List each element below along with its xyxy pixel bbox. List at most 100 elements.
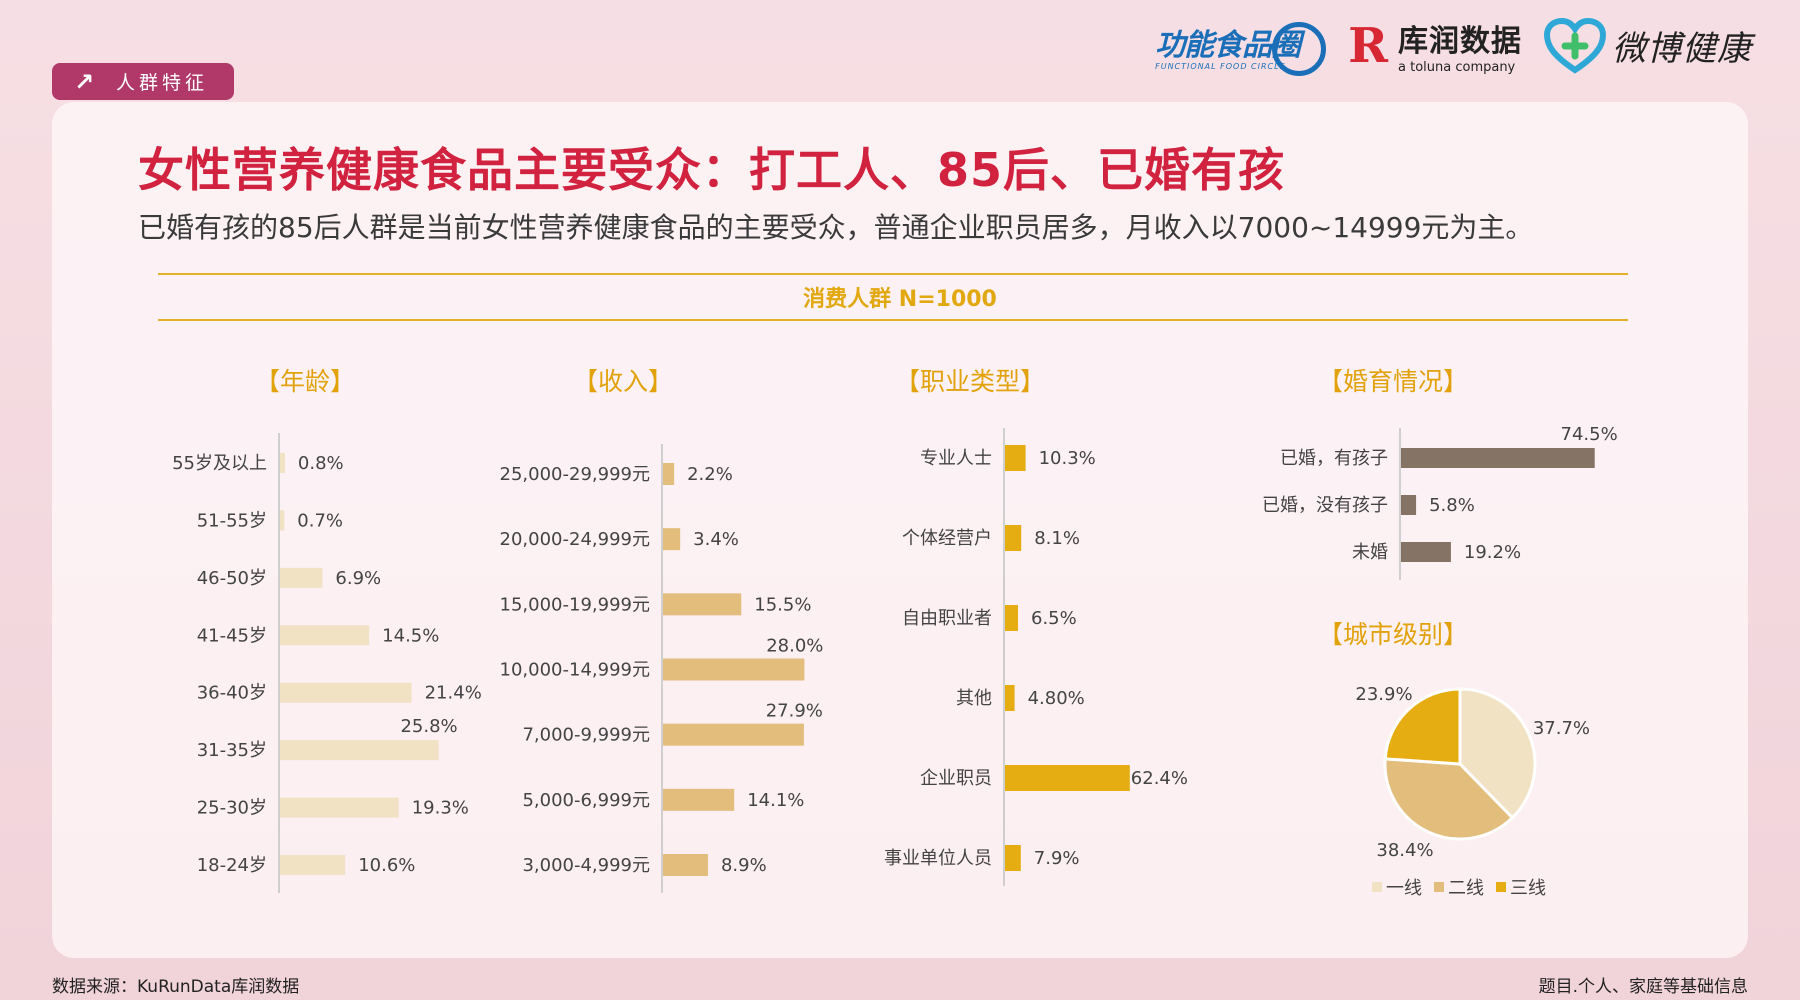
occupation-bar xyxy=(1005,605,1018,631)
divider-bottom xyxy=(158,319,1628,321)
occupation-bar xyxy=(1005,765,1130,791)
age-title: 【年龄】 xyxy=(254,367,356,396)
age-category-label: 51-55岁 xyxy=(197,510,267,531)
income-value-label: 2.2% xyxy=(687,464,733,485)
age-value-label: 21.4% xyxy=(425,683,482,704)
city-legend-swatch xyxy=(1496,882,1506,892)
income-category-label: 10,000-14,999元 xyxy=(500,660,650,681)
income-category-label: 15,000-19,999元 xyxy=(500,594,650,615)
income-bar xyxy=(663,788,735,811)
marriage-title: 【婚育情况】 xyxy=(1317,367,1469,396)
age-bar xyxy=(280,567,323,588)
occupation-category-label: 其他 xyxy=(956,688,992,709)
marriage-bar xyxy=(1401,448,1595,468)
city-pie-slice xyxy=(1383,757,1515,841)
occupation-value-label: 4.80% xyxy=(1028,688,1085,709)
occupation-category-label: 自由职业者 xyxy=(902,608,992,629)
functional-food-logo: 功能食品圈 FUNCTIONAL FOOD CIRCLE xyxy=(1155,20,1327,76)
occupation-value-label: 6.5% xyxy=(1031,608,1077,629)
marriage-category-label: 已婚，没有孩子 xyxy=(1262,495,1388,516)
income-value-label: 27.9% xyxy=(766,701,823,722)
question-note: 题目.个人、家庭等基础信息 xyxy=(1538,977,1748,997)
occupation-bar xyxy=(1005,445,1026,471)
weibo-health-logo: 微博健康 xyxy=(1544,17,1752,74)
age-category-label: 36-40岁 xyxy=(197,683,267,704)
occupation-title: 【职业类型】 xyxy=(894,367,1046,396)
income-bar xyxy=(663,723,804,746)
functional-food-logo-sub: FUNCTIONAL FOOD CIRCLE xyxy=(1155,62,1286,71)
age-value-label: 0.7% xyxy=(297,510,343,531)
age-bar xyxy=(280,740,439,761)
city-pie-slice xyxy=(1383,687,1462,766)
page-subtitle: 已婚有孩的85后人群是当前女性营养健康食品的主要受众，普通企业职员居多，月收入以… xyxy=(138,211,1534,244)
kurun-logo: R 库润数据 a toluna company xyxy=(1348,16,1522,76)
occupation-bar xyxy=(1005,685,1015,711)
city-slice-label: 38.4% xyxy=(1376,840,1433,861)
city-slice-label: 23.9% xyxy=(1355,684,1412,705)
kurun-logo-mark: R xyxy=(1348,17,1388,74)
income-bar xyxy=(663,593,742,616)
marriage-value-label: 19.2% xyxy=(1464,542,1521,563)
city-legend-label: 三线 xyxy=(1510,878,1546,899)
age-bar xyxy=(280,797,399,818)
age-bar xyxy=(280,855,346,875)
city-legend-label: 一线 xyxy=(1386,878,1422,899)
city-legend-label: 二线 xyxy=(1448,878,1484,899)
occupation-category-label: 个体经营户 xyxy=(902,528,992,549)
logo-bar: 功能食品圈 FUNCTIONAL FOOD CIRCLE R 库润数据 a to… xyxy=(1155,16,1752,76)
income-category-label: 20,000-24,999元 xyxy=(500,529,650,550)
logo-ring-icon xyxy=(1272,22,1327,76)
income-bar xyxy=(663,528,681,551)
weibo-health-logo-text: 微博健康 xyxy=(1612,29,1752,69)
income-bar xyxy=(663,463,675,485)
age-value-label: 0.8% xyxy=(298,453,344,474)
kurun-logo-text: 库润数据 xyxy=(1398,24,1522,59)
occupation-bar xyxy=(1005,525,1022,551)
city-legend-swatch xyxy=(1434,882,1444,892)
occupation-category-label: 事业单位人员 xyxy=(884,848,992,869)
city-legend-swatch xyxy=(1372,882,1382,892)
income-title: 【收入】 xyxy=(572,367,674,396)
marriage-category-label: 已婚，有孩子 xyxy=(1280,448,1388,469)
occupation-category-label: 专业人士 xyxy=(920,448,992,469)
age-value-label: 19.3% xyxy=(412,798,469,819)
arrow-up-right-icon: ↗ xyxy=(74,67,95,96)
occupation-bar xyxy=(1005,845,1021,871)
age-category-label: 18-24岁 xyxy=(197,855,267,876)
age-category-label: 31-35岁 xyxy=(197,740,267,761)
income-bar xyxy=(663,854,708,876)
city-slice-label: 37.7% xyxy=(1533,718,1590,739)
income-value-label: 15.5% xyxy=(754,594,811,615)
city-title: 【城市级别】 xyxy=(1317,620,1469,649)
age-value-label: 6.9% xyxy=(335,568,381,589)
age-value-label: 14.5% xyxy=(382,625,439,646)
income-category-label: 5,000-6,999元 xyxy=(522,790,650,811)
heart-plus-icon xyxy=(1544,17,1606,74)
marriage-bar xyxy=(1401,495,1417,515)
occupation-value-label: 62.4% xyxy=(1131,768,1188,789)
age-bar xyxy=(280,625,370,646)
city-pie-slice xyxy=(1458,687,1537,820)
marriage-category-label: 未婚 xyxy=(1352,542,1388,563)
income-category-label: 25,000-29,999元 xyxy=(500,464,650,485)
age-category-label: 46-50岁 xyxy=(197,568,267,589)
income-category-label: 7,000-9,999元 xyxy=(522,725,650,746)
section-tag: ↗ 人群特征 xyxy=(52,63,234,100)
occupation-category-label: 企业职员 xyxy=(920,768,992,789)
kurun-logo-sub: a toluna company xyxy=(1398,60,1516,75)
consumer-label: 消费人群 N=1000 xyxy=(803,287,997,312)
occupation-value-label: 10.3% xyxy=(1039,448,1096,469)
income-value-label: 28.0% xyxy=(766,636,823,657)
data-source: 数据来源：KuRunData库润数据 xyxy=(52,977,300,997)
age-bar xyxy=(280,510,285,531)
income-category-label: 3,000-4,999元 xyxy=(522,855,650,876)
age-bar xyxy=(280,453,285,473)
marriage-bar xyxy=(1401,542,1451,562)
age-value-label: 10.6% xyxy=(358,855,415,876)
page-title: 女性营养健康食品主要受众：打工人、85后、已婚有孩 xyxy=(138,143,1286,197)
age-category-label: 55岁及以上 xyxy=(172,453,267,474)
income-value-label: 14.1% xyxy=(747,790,804,811)
occupation-value-label: 8.1% xyxy=(1034,528,1080,549)
age-category-label: 25-30岁 xyxy=(197,798,267,819)
